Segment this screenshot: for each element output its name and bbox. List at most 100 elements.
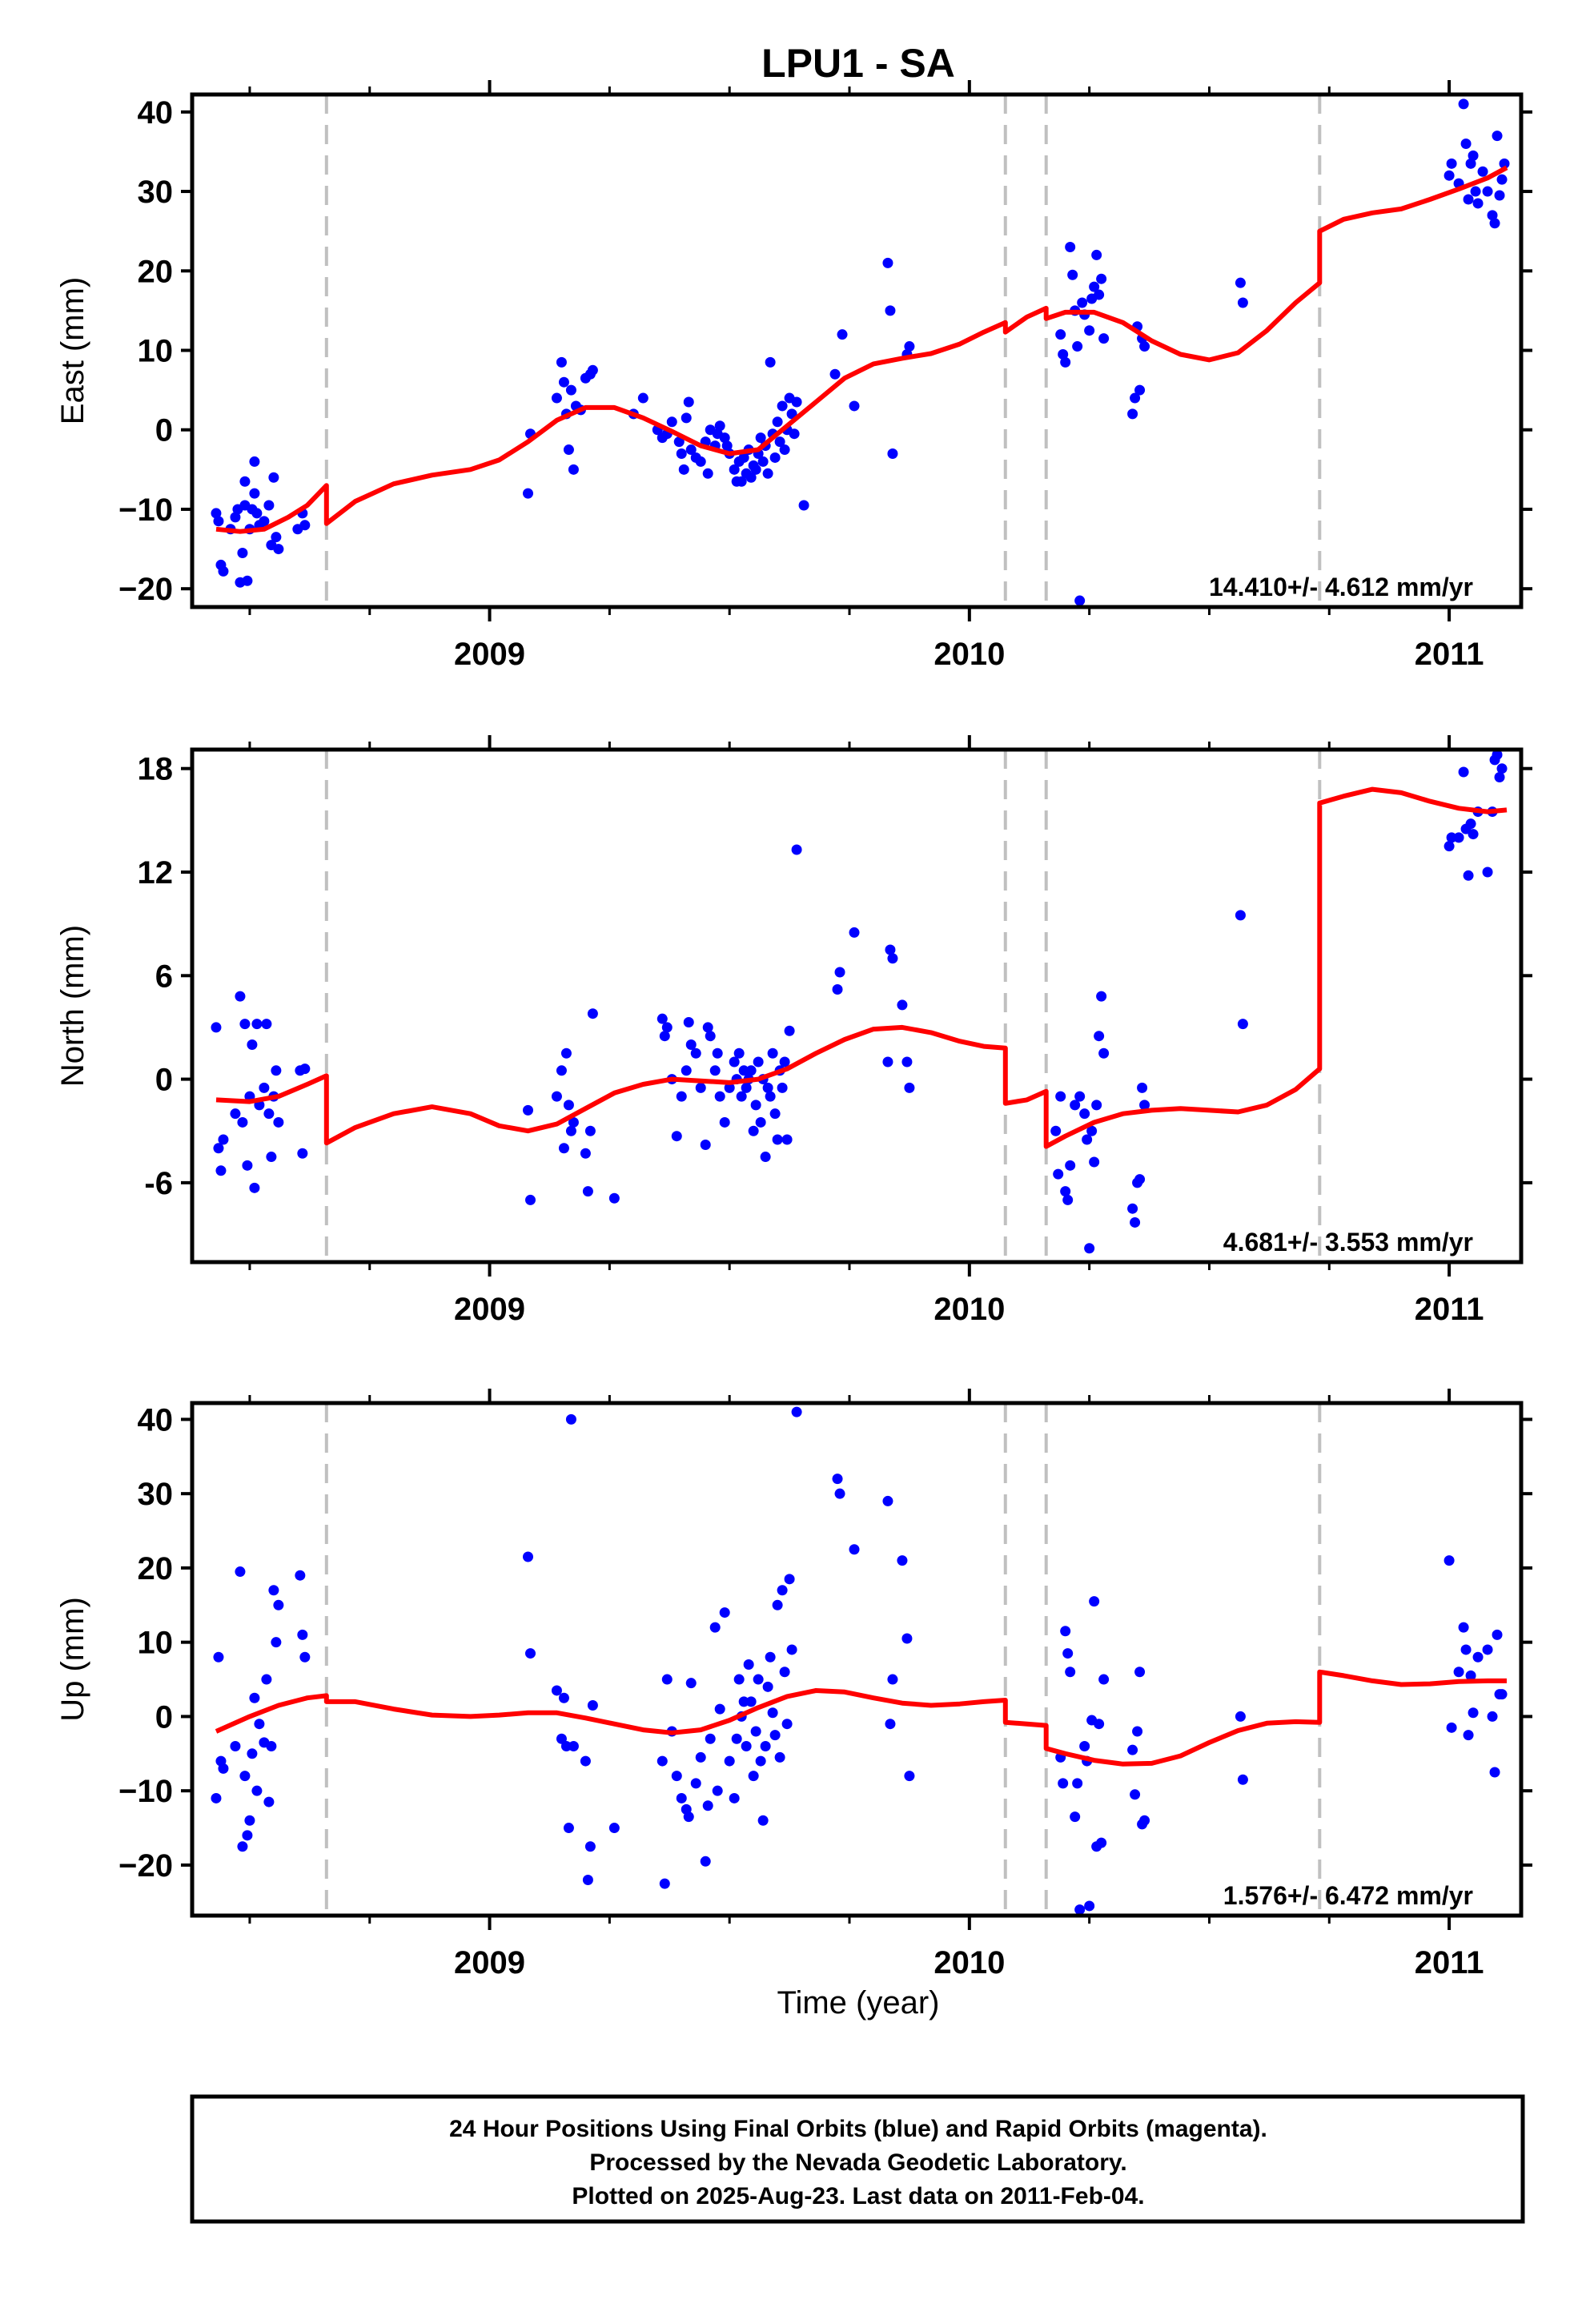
data-point <box>266 1152 277 1163</box>
data-point <box>705 1733 716 1744</box>
data-point <box>1463 1730 1474 1741</box>
data-point <box>765 1091 776 1102</box>
data-point <box>565 1413 576 1425</box>
data-point <box>273 544 284 555</box>
data-point <box>772 1599 783 1610</box>
data-point <box>1482 186 1493 197</box>
data-point <box>673 436 685 448</box>
data-point <box>254 1719 265 1730</box>
data-point <box>1074 1904 1086 1916</box>
data-point <box>263 1108 275 1120</box>
model-line-up <box>215 1669 1507 1767</box>
data-point <box>295 1570 306 1581</box>
data-point <box>297 1629 308 1640</box>
data-point <box>1098 1674 1110 1685</box>
data-point <box>1074 595 1086 606</box>
data-point <box>762 1082 773 1093</box>
data-point <box>719 1607 730 1618</box>
panel-north: 18 12 6 0 -6 2009 2010 2011 North (mm) 4.681+/- 3… <box>55 735 1532 1327</box>
data-point <box>568 1741 579 1752</box>
data-point <box>1055 1091 1066 1102</box>
data-point <box>777 1585 788 1596</box>
data-point <box>1499 158 1510 169</box>
data-point <box>239 476 251 487</box>
data-point <box>1494 771 1505 782</box>
data-point <box>721 440 733 452</box>
y-tick-label: −20 <box>118 1848 173 1884</box>
data-point <box>1096 273 1107 284</box>
data-point <box>1139 341 1150 352</box>
points-up <box>211 1406 1508 1916</box>
data-point <box>1465 158 1476 169</box>
data-point <box>213 1143 224 1154</box>
y-tick-label: 20 <box>138 254 174 289</box>
data-point <box>1130 1216 1141 1228</box>
data-point <box>1465 818 1476 830</box>
data-point <box>760 1741 771 1752</box>
data-point <box>1492 1629 1503 1640</box>
data-point <box>1489 218 1500 229</box>
data-point <box>1082 1134 1093 1145</box>
points-east <box>211 99 1510 606</box>
data-point <box>261 1674 272 1685</box>
data-point <box>755 432 766 444</box>
data-point <box>522 1551 533 1562</box>
data-point <box>1089 281 1100 292</box>
data-point <box>582 1874 593 1885</box>
data-point <box>681 412 692 424</box>
x-tick-label: 2009 <box>454 1292 525 1327</box>
data-point <box>767 1707 778 1719</box>
data-point <box>769 1730 781 1741</box>
y-tick-label: 20 <box>138 1551 174 1586</box>
data-point <box>259 1082 270 1093</box>
y-axis-title: Up (mm) <box>55 1597 90 1722</box>
data-point <box>1058 1778 1069 1789</box>
data-point <box>1132 1726 1143 1737</box>
data-point <box>1094 289 1105 300</box>
data-point <box>211 1022 222 1033</box>
data-point <box>268 472 279 483</box>
data-point <box>587 364 598 376</box>
data-point <box>230 1108 241 1120</box>
data-point <box>885 944 896 955</box>
data-point <box>1496 763 1508 774</box>
data-point <box>551 392 562 404</box>
data-point <box>791 1406 802 1417</box>
data-point <box>247 1748 258 1759</box>
data-point <box>724 1082 735 1093</box>
data-point <box>779 1667 790 1678</box>
data-point <box>731 1733 742 1744</box>
data-point <box>901 1633 913 1644</box>
y-tick-label: 30 <box>138 175 174 210</box>
rate-label: 4.681+/- 3.553 mm/yr <box>1223 1228 1473 1256</box>
data-point <box>1074 1091 1086 1102</box>
data-point <box>904 1082 915 1093</box>
data-point <box>724 1755 735 1767</box>
data-point <box>1235 277 1246 288</box>
data-point <box>1472 1651 1484 1663</box>
data-point <box>211 1792 222 1803</box>
data-point <box>741 1741 752 1752</box>
data-point <box>741 1082 752 1093</box>
data-point <box>849 927 860 938</box>
data-point <box>762 468 773 479</box>
data-point <box>1070 1811 1081 1823</box>
data-point <box>695 1751 706 1763</box>
data-point <box>556 1733 567 1744</box>
data-point <box>1091 1100 1102 1111</box>
x-tick-label: 2011 <box>1415 1292 1484 1327</box>
data-point <box>1237 1774 1248 1785</box>
data-point <box>563 1823 574 1834</box>
data-point <box>798 500 809 511</box>
data-point <box>1055 329 1066 340</box>
data-point <box>1134 1174 1146 1185</box>
data-point <box>656 1755 668 1767</box>
data-point <box>1470 186 1481 197</box>
data-point <box>230 512 241 523</box>
data-point <box>676 1792 687 1803</box>
data-point <box>765 1651 776 1663</box>
data-point <box>849 1544 860 1555</box>
data-point <box>271 1065 282 1076</box>
data-point <box>1235 910 1246 921</box>
